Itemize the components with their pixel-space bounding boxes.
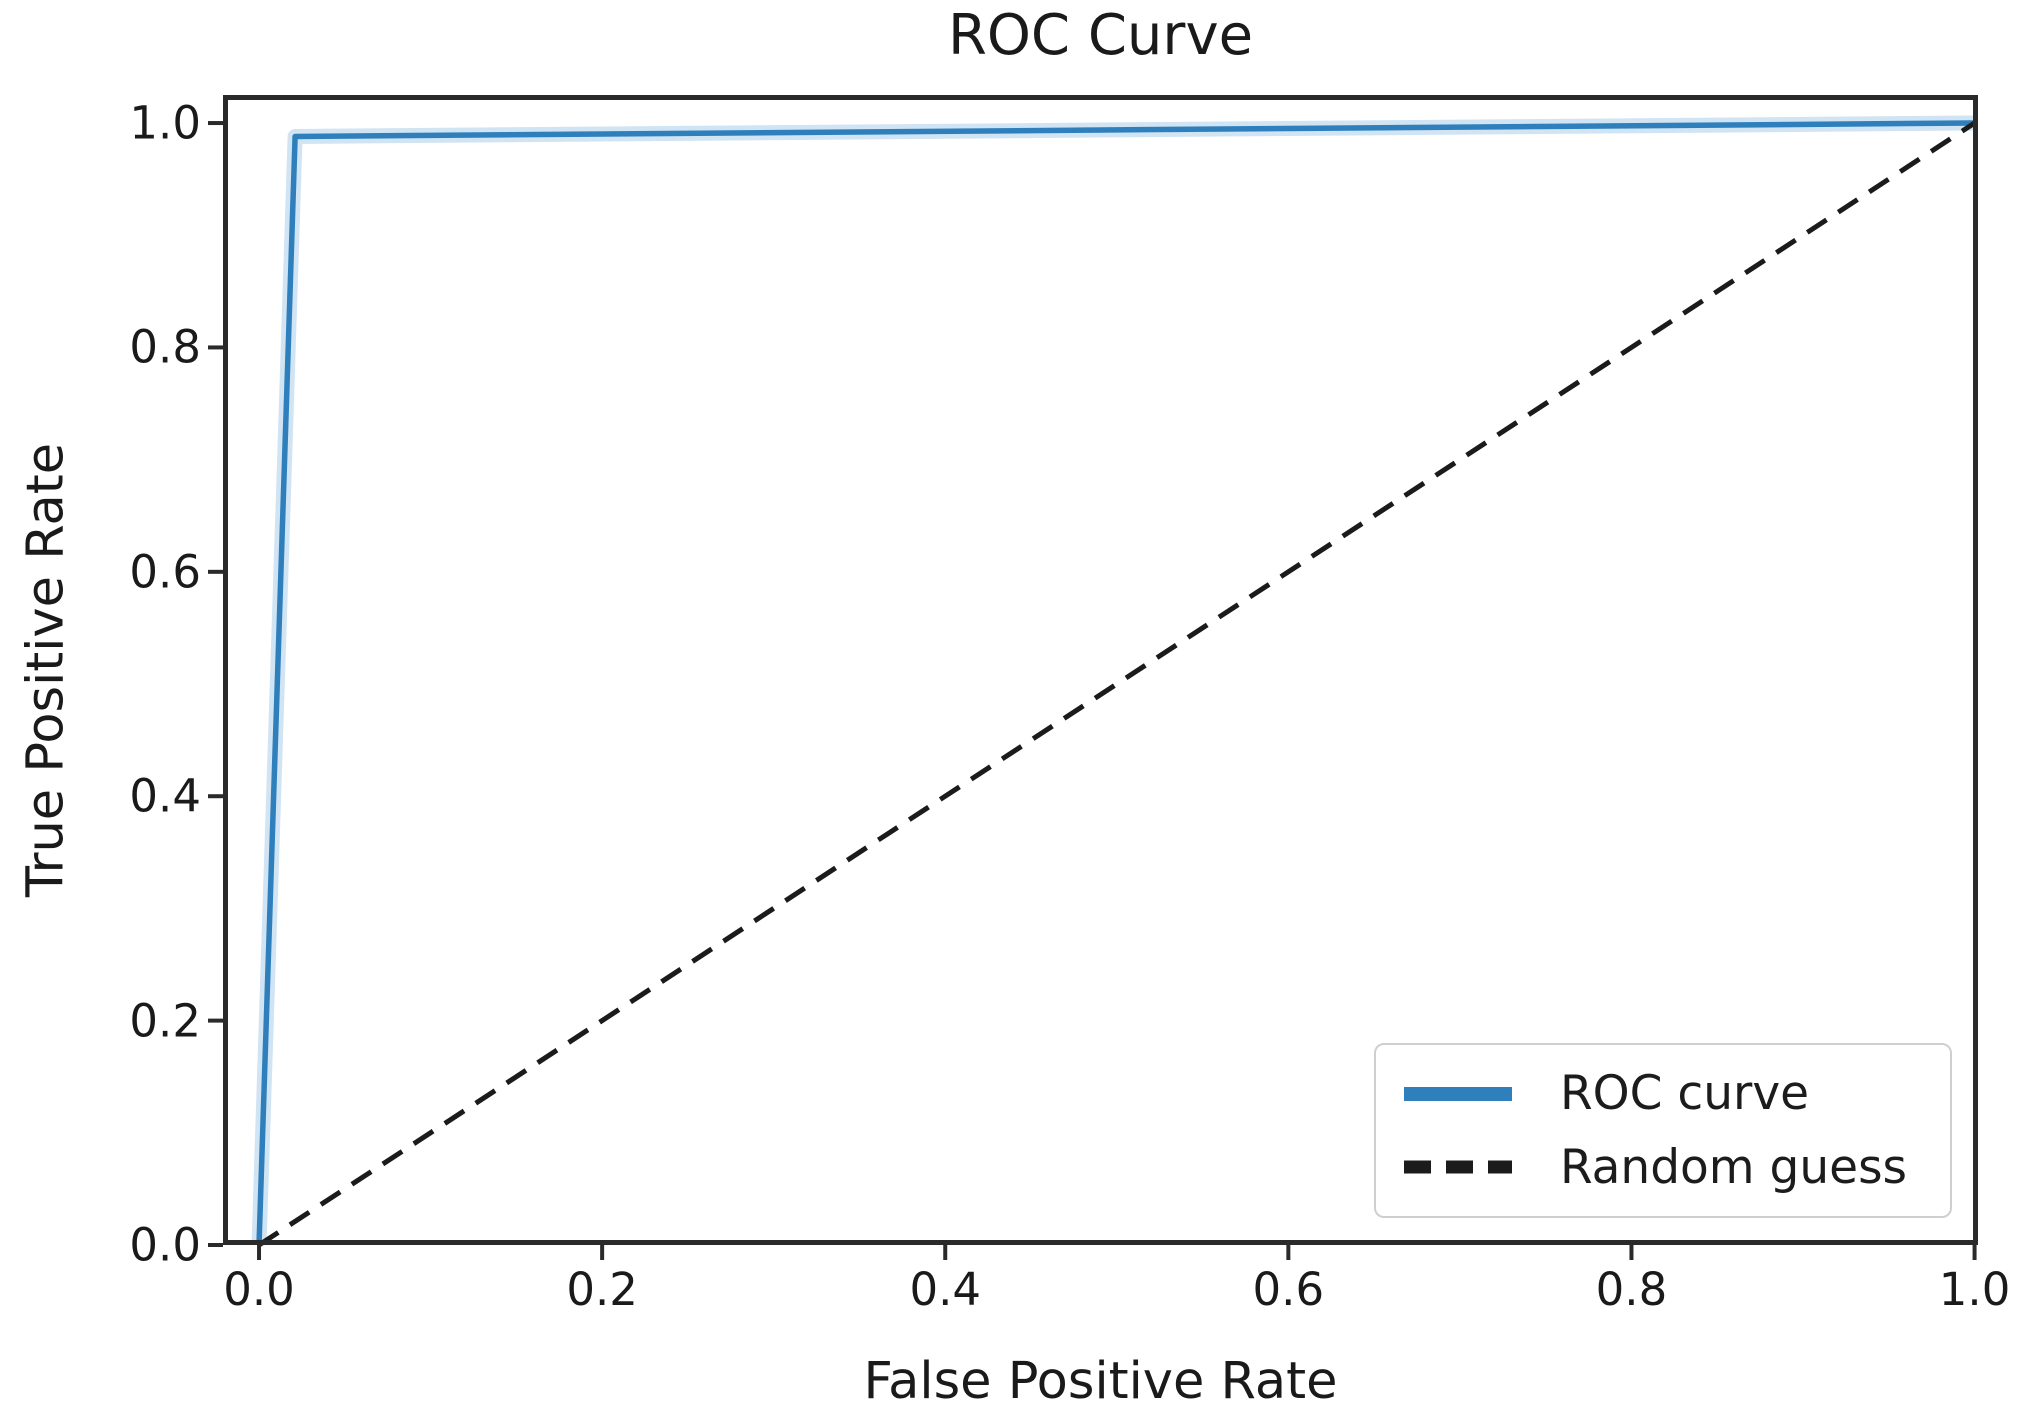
y-tick-label: 0.6 [129, 545, 201, 599]
y-tick-label: 1.0 [129, 96, 201, 150]
x-tick-label: 1.0 [1938, 1263, 2011, 1316]
y-tick-label: 0.2 [129, 994, 201, 1048]
x-tick-label: 0.4 [909, 1263, 982, 1316]
y-axis-label: True Positive Rate [16, 442, 76, 898]
x-tick-label: 0.8 [1595, 1263, 1668, 1316]
random-guess-line-swatch [1404, 1160, 1512, 1174]
legend-label-random-guess: Random guess [1560, 1139, 1908, 1195]
plot-area [208, 95, 1978, 1260]
y-tick-label: 0.8 [129, 320, 201, 374]
x-tick-label: 0.2 [566, 1263, 638, 1316]
roc-curve-line [256, 120, 1975, 1246]
chart-title: ROC Curve [947, 3, 1254, 68]
axes-spines [223, 95, 1978, 1245]
y-tick-label: 0.0 [129, 1218, 201, 1272]
random-guess-line [257, 120, 1976, 1248]
x-tick-label: 0.0 [223, 1263, 295, 1316]
legend-entry-roc-curve: ROC curve [1402, 1068, 1924, 1120]
legend-label-roc-curve: ROC curve [1560, 1065, 1810, 1121]
legend-entry-random-guess: Random guess [1402, 1139, 1924, 1195]
roc-curve-line-swatch [1404, 1086, 1512, 1101]
x-tick-label: 0.6 [1252, 1263, 1325, 1316]
legend: ROC curve Random guess [1374, 1043, 1952, 1218]
y-tick-label: 0.4 [129, 769, 201, 823]
x-axis-label: False Positive Rate [863, 1352, 1338, 1411]
